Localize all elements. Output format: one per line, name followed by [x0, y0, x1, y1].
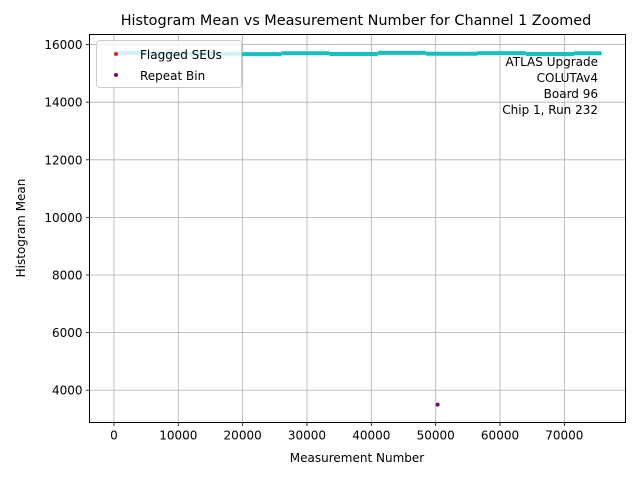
y-axis-label: Histogram Mean — [14, 179, 28, 278]
y-tick-label: 12000 — [44, 153, 82, 167]
x-tick-label: 20000 — [224, 429, 262, 443]
data-point-repeat-bin — [435, 402, 440, 407]
y-tick-label: 8000 — [52, 269, 83, 283]
annotation-text: ATLAS Upgrade COLUTAv4 Board 96 Chip 1, … — [502, 55, 598, 117]
y-tick-label: 6000 — [52, 326, 83, 340]
chart-title: Histogram Mean vs Measurement Number for… — [121, 13, 592, 29]
x-tick-label: 60000 — [481, 429, 519, 443]
y-tick-label: 10000 — [44, 211, 82, 225]
x-tick-label: 10000 — [159, 429, 197, 443]
legend-label-flagged-seus: Flagged SEUs — [140, 48, 222, 62]
plot-frame — [89, 34, 626, 423]
x-tick-label: 70000 — [545, 429, 583, 443]
legend-marker-repeat-bin — [114, 73, 118, 77]
legend-box — [96, 40, 242, 88]
annotation-line-1: ATLAS Upgrade — [505, 55, 598, 69]
annotation-line-3: Board 96 — [544, 87, 598, 101]
y-tick-label: 4000 — [52, 384, 83, 398]
legend-label-repeat-bin: Repeat Bin — [140, 69, 205, 83]
legend-marker-flagged-seus — [114, 52, 118, 56]
x-axis-ticks: 0 10000 20000 30000 40000 50000 60000 70000 — [110, 422, 583, 443]
y-tick-label: 14000 — [44, 96, 82, 110]
legend: Flagged SEUs Repeat Bin — [96, 40, 242, 88]
y-tick-label: 16000 — [44, 38, 82, 52]
annotation-line-2: COLUTAv4 — [537, 71, 598, 85]
x-tick-label: 0 — [110, 429, 118, 443]
x-tick-label: 40000 — [352, 429, 390, 443]
grid-lines — [89, 34, 626, 423]
x-tick-label: 30000 — [288, 429, 326, 443]
x-axis-label: Measurement Number — [290, 451, 424, 465]
y-axis-ticks: 4000 6000 8000 10000 12000 14000 16000 — [44, 38, 90, 398]
annotation-line-4: Chip 1, Run 232 — [502, 103, 598, 117]
x-tick-label: 50000 — [417, 429, 455, 443]
